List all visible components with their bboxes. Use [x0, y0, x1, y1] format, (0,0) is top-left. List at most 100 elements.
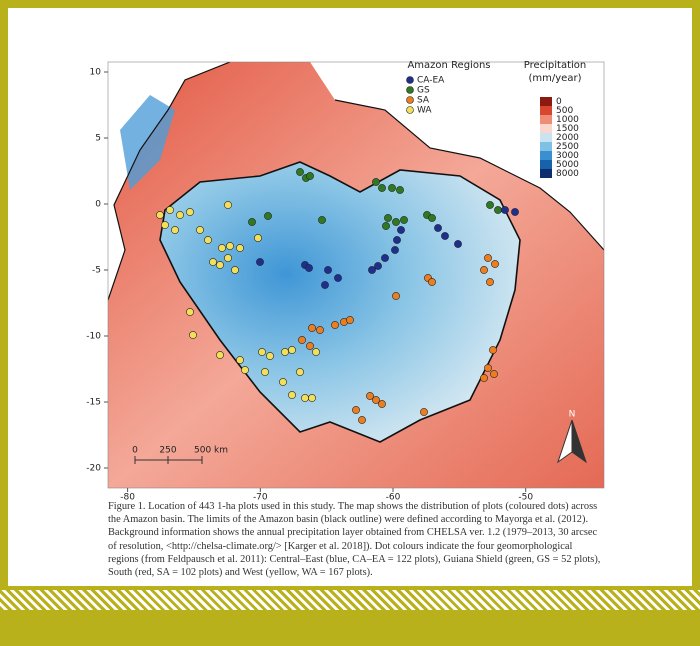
- plot-dot: [494, 206, 502, 214]
- precip-legend-unit: (mm/year): [529, 73, 582, 84]
- legend-dot: [406, 86, 414, 94]
- colorbar-swatch: [540, 151, 552, 160]
- plot-dot: [186, 308, 194, 316]
- x-tick-label: -70: [253, 493, 268, 501]
- scale-label: 500 km: [194, 446, 228, 456]
- caption: Figure 1. Location of 443 1-ha plots use…: [108, 501, 601, 579]
- y-tick-label: 0: [95, 200, 101, 210]
- plot-dot: [441, 232, 449, 240]
- plot-dot: [393, 236, 401, 244]
- plot-dot: [279, 378, 287, 386]
- legend-label: SA: [417, 96, 430, 106]
- plot-dot: [392, 292, 400, 300]
- map-body: [108, 62, 604, 488]
- y-tick-label: -10: [86, 332, 101, 342]
- plot-dot: [248, 218, 256, 226]
- plot-dot: [428, 278, 436, 286]
- legend-dot: [406, 106, 414, 114]
- plot-dot: [189, 331, 197, 339]
- plot-dot: [296, 368, 304, 376]
- legend-dot: [406, 96, 414, 104]
- plot-dot: [391, 246, 399, 254]
- scale-label: 0: [132, 446, 138, 456]
- plot-dot: [298, 336, 306, 344]
- plot-dot: [216, 261, 224, 269]
- plot-dot: [306, 172, 314, 180]
- plot-dot: [264, 212, 272, 220]
- plot-dot: [226, 242, 234, 250]
- plot-dot: [254, 234, 262, 242]
- plot-dot: [316, 326, 324, 334]
- plot-dot: [236, 244, 244, 252]
- plot-dot: [161, 221, 169, 229]
- plot-dot: [484, 364, 492, 372]
- legend-dot: [406, 76, 414, 84]
- plot-dot: [372, 178, 380, 186]
- plot-dot: [224, 201, 232, 209]
- plot-dot: [346, 316, 354, 324]
- plot-dot: [321, 281, 329, 289]
- colorbar-label: 2500: [556, 142, 579, 152]
- plot-dot: [501, 206, 509, 214]
- plot-dot: [312, 348, 320, 356]
- plot-dot: [218, 244, 226, 252]
- precip-legend-title: Precipitation: [524, 60, 587, 71]
- plot-dot: [334, 274, 342, 282]
- plot-dot: [196, 226, 204, 234]
- plot-dot: [434, 224, 442, 232]
- scale-label: 250: [159, 446, 176, 456]
- colorbar-label: 5000: [556, 160, 579, 170]
- region-legend-title: Amazon Regions: [407, 60, 490, 71]
- plot-dot: [420, 408, 428, 416]
- plot-dot: [511, 208, 519, 216]
- legend-label: WA: [417, 106, 432, 116]
- plot-dot: [308, 324, 316, 332]
- plot-dot: [236, 356, 244, 364]
- colorbar-label: 8000: [556, 169, 579, 179]
- plot-dot: [296, 168, 304, 176]
- plot-dot: [266, 352, 274, 360]
- colorbar-swatch: [540, 133, 552, 142]
- plot-dot: [382, 222, 390, 230]
- colorbar-swatch: [540, 115, 552, 124]
- colorbar-swatch: [540, 169, 552, 178]
- coastline: [108, 62, 231, 301]
- plot-dot: [428, 214, 436, 222]
- basin-fill: [160, 162, 520, 442]
- plot-dot: [378, 400, 386, 408]
- colorbar-swatch: [540, 97, 552, 106]
- plot-dot: [176, 211, 184, 219]
- north-label: N: [569, 410, 576, 420]
- plot-dot: [368, 266, 376, 274]
- plot-dot: [305, 264, 313, 272]
- plot-dot: [156, 211, 164, 219]
- plot-dot: [231, 266, 239, 274]
- plot-dot: [224, 254, 232, 262]
- plot-dot: [288, 391, 296, 399]
- legend-label: GS: [417, 86, 430, 96]
- y-tick-label: -20: [86, 464, 101, 474]
- plot-dot: [306, 342, 314, 350]
- plot-dot: [484, 254, 492, 262]
- plot-dot: [486, 201, 494, 209]
- plot-dot: [486, 278, 494, 286]
- plot-dot: [480, 266, 488, 274]
- plot-dot: [166, 206, 174, 214]
- colorbar-swatch: [540, 160, 552, 169]
- plot-dot: [381, 254, 389, 262]
- plot-dot: [186, 208, 194, 216]
- plot-dot: [256, 258, 264, 266]
- colorbar-label: 2000: [556, 133, 579, 143]
- plot-dot: [216, 351, 224, 359]
- x-tick-label: -50: [518, 493, 533, 501]
- x-tick-label: -60: [386, 493, 401, 501]
- y-tick-label: -15: [86, 398, 101, 408]
- colorbar-swatch: [540, 124, 552, 133]
- colorbar-label: 1000: [556, 115, 579, 125]
- map-frame: [107, 61, 605, 489]
- colorbar-label: 0: [556, 97, 562, 107]
- north-arrow: [571, 419, 587, 464]
- plot-dot: [261, 368, 269, 376]
- plot-dot: [241, 366, 249, 374]
